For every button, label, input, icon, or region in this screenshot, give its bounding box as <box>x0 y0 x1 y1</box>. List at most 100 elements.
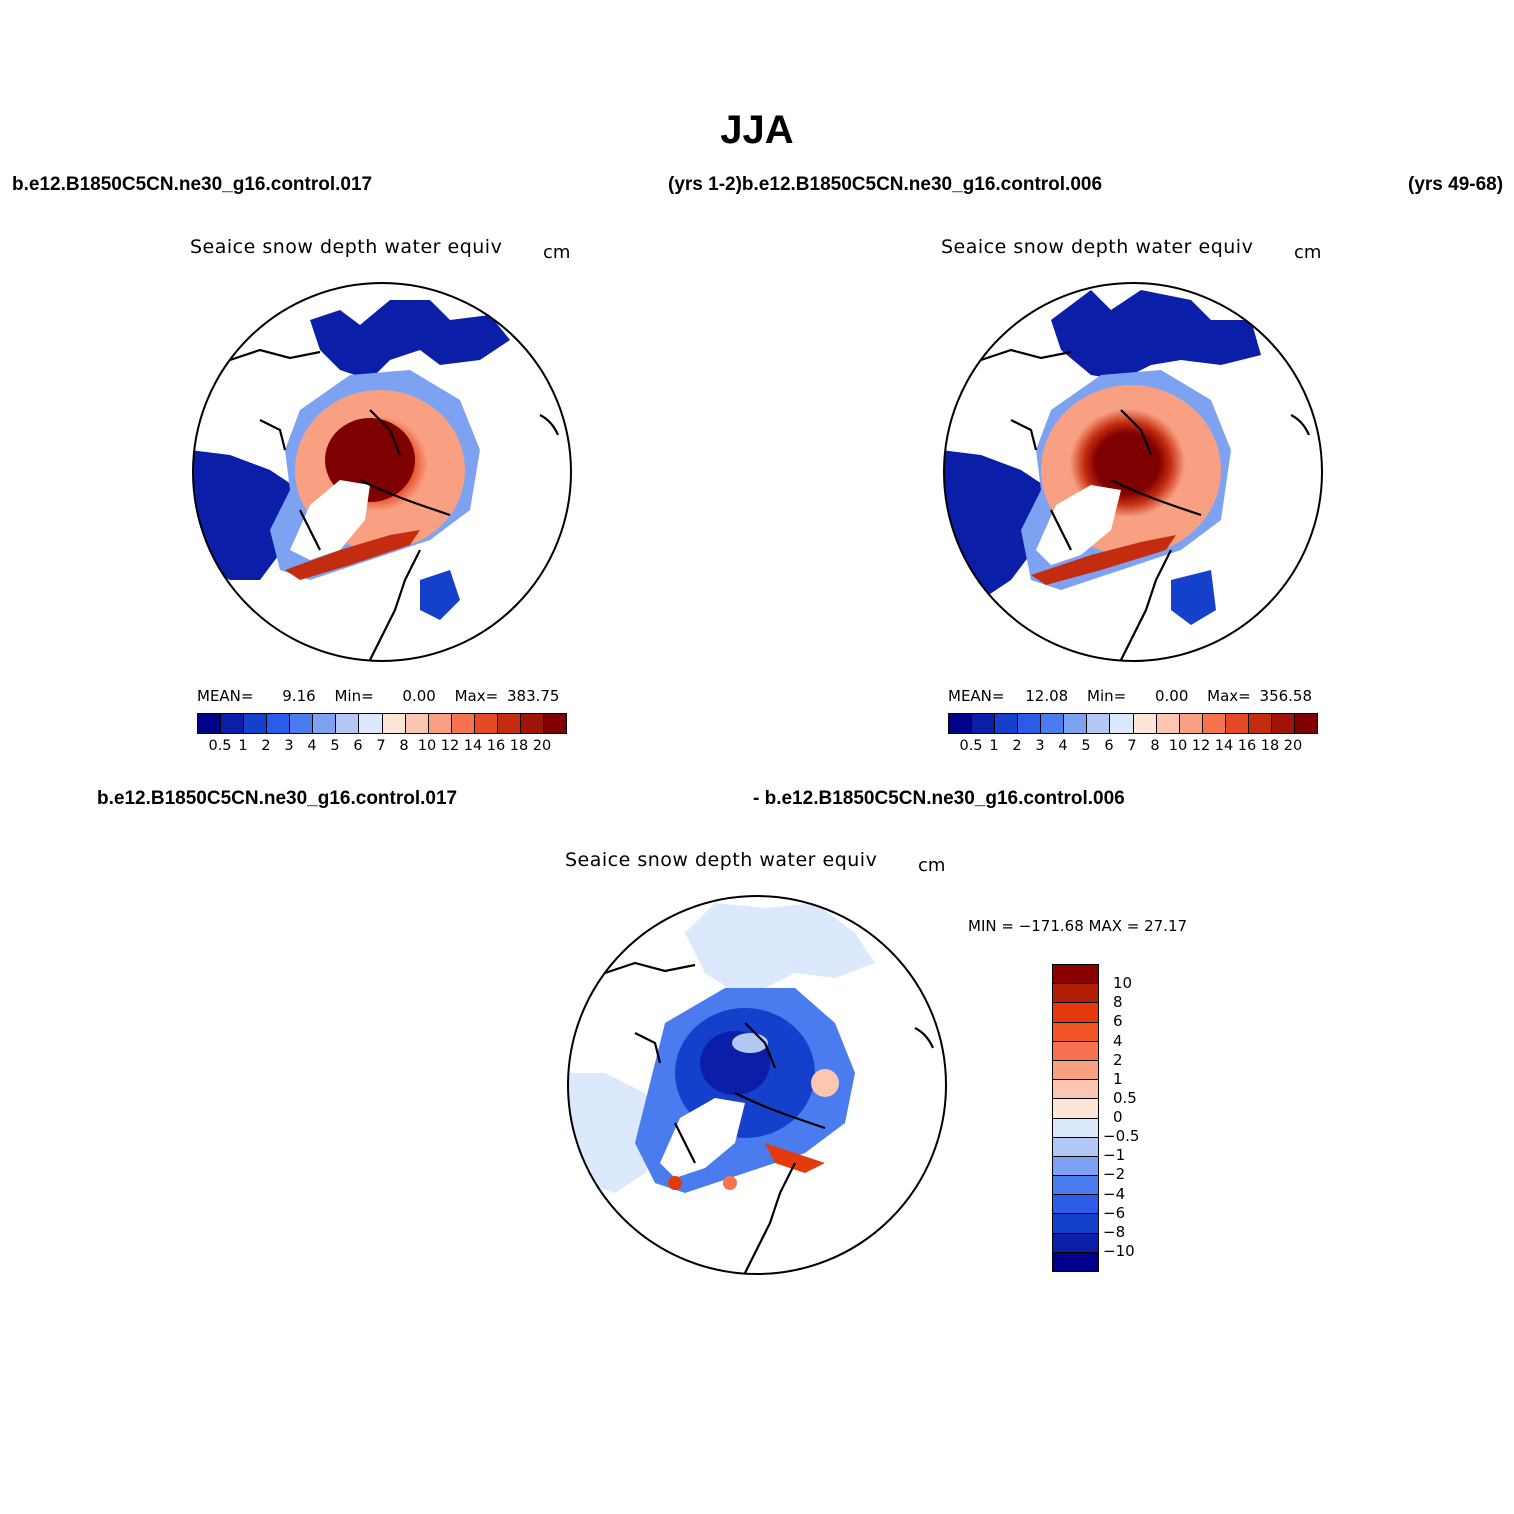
colorbar-swatch <box>497 714 521 733</box>
colorbar-tick-label: 0 <box>1113 1108 1123 1126</box>
panel2-min-label: Min= <box>1087 687 1127 705</box>
colorbar-tick-label: 2 <box>1113 1050 1123 1069</box>
panel1-max-label: Max= <box>454 687 499 705</box>
colorbar-swatch <box>1053 1195 1098 1215</box>
colorbar-swatch <box>474 714 498 733</box>
panel3-colorbar <box>1052 964 1099 1272</box>
colorbar-tick-label: 6 <box>1104 738 1114 754</box>
colorbar-swatch <box>1053 1060 1098 1081</box>
colorbar-tick-label: 10 <box>1113 974 1133 993</box>
panel2-mean-label: MEAN= <box>948 687 1005 705</box>
colorbar-swatch <box>359 714 383 733</box>
colorbar-tick-label: 8 <box>1113 993 1123 1012</box>
colorbar-swatch <box>290 714 314 733</box>
colorbar-swatch <box>1053 1156 1098 1177</box>
colorbar-swatch <box>1110 714 1134 733</box>
colorbar-swatch <box>543 714 566 733</box>
colorbar-swatch <box>1053 1041 1098 1061</box>
colorbar-tick-label: 14 <box>1214 738 1234 754</box>
colorbar-swatch <box>1133 714 1157 733</box>
colorbar-tick-label: 2 <box>261 738 271 754</box>
colorbar-swatch <box>1053 984 1098 1004</box>
colorbar-tick-label: 8 <box>1150 738 1160 754</box>
panel1-stats: MEAN= 9.16 Min= 0.00 Max= 383.75 <box>197 687 559 705</box>
colorbar-tick-label: 18 <box>509 738 529 754</box>
colorbar-swatch <box>1053 1176 1098 1196</box>
colorbar-swatch <box>1179 714 1203 733</box>
colorbar-tick-label: −1 <box>1103 1146 1126 1165</box>
colorbar-tick-label: −10 <box>1103 1241 1135 1260</box>
panel1-units: cm <box>543 242 571 263</box>
colorbar-swatch <box>1041 714 1065 733</box>
colorbar-tick-label: 10 <box>1168 738 1188 754</box>
main-title: JJA <box>720 108 794 152</box>
panel3-colorbar-ticks: 10 8 6 4 2 1 0.5 0 −0.5 −1 −2 −4 −6 −8 −10 <box>1103 964 1163 1270</box>
colorbar-swatch <box>1053 1233 1098 1253</box>
colorbar-swatch <box>382 714 406 733</box>
colorbar-swatch <box>972 714 996 733</box>
colorbar-swatch <box>1053 1003 1098 1023</box>
yrs2-label: (yrs 49-68) <box>1408 174 1504 195</box>
panel1-min-label: Min= <box>334 687 374 705</box>
panel2-map <box>943 282 1323 662</box>
colorbar-tick-label: 6 <box>1113 1012 1123 1031</box>
colorbar-tick-label: 5 <box>1081 738 1091 754</box>
colorbar-swatch <box>1271 714 1295 733</box>
colorbar-tick-label: 16 <box>1237 738 1257 754</box>
panel2-field <box>944 290 1261 625</box>
colorbar-swatch <box>1018 714 1042 733</box>
colorbar-tick-label: 4 <box>1113 1031 1123 1050</box>
panel2-colorbar <box>948 713 1318 734</box>
colorbar-swatch <box>244 714 268 733</box>
colorbar-swatch <box>995 714 1019 733</box>
panel1-field <box>193 300 510 620</box>
colorbar-swatch <box>428 714 452 733</box>
panel2-colorbar-ticks: 0.5 1 2 3 4 5 6 7 8 10 12 14 16 18 20 <box>948 738 1316 758</box>
colorbar-swatch <box>313 714 337 733</box>
panel3-map <box>567 895 947 1275</box>
colorbar-tick-label: 2 <box>1012 738 1022 754</box>
panel1-max: 383.75 <box>506 687 560 705</box>
colorbar-tick-label: 12 <box>1191 738 1211 754</box>
case2-label: (yrs 1-2)b.e12.B1850C5CN.ne30_g16.contro… <box>668 174 1103 195</box>
colorbar-tick-label: −0.5 <box>1103 1127 1140 1146</box>
colorbar-swatch <box>405 714 429 733</box>
colorbar-swatch <box>1064 714 1088 733</box>
panel1-title: Seaice snow depth water equiv <box>190 236 503 258</box>
panel3-title: Seaice snow depth water equiv <box>565 849 878 871</box>
colorbar-tick-label: 0.5 <box>1113 1088 1137 1107</box>
colorbar-tick-label: 0.5 <box>208 738 232 754</box>
colorbar-swatch <box>1225 714 1249 733</box>
panel2-max-label: Max= <box>1207 687 1251 705</box>
colorbar-swatch <box>1294 714 1317 733</box>
colorbar-swatch <box>1053 1118 1098 1138</box>
colorbar-tick-label: 3 <box>1035 738 1045 754</box>
panel1-mean: 9.16 <box>282 687 316 705</box>
colorbar-tick-label: 1 <box>989 738 999 754</box>
colorbar-swatch <box>949 714 973 733</box>
case1-label: b.e12.B1850C5CN.ne30_g16.control.017 <box>12 174 373 195</box>
panel1-map <box>192 282 572 662</box>
colorbar-tick-label: 6 <box>353 738 363 754</box>
colorbar-tick-label: −4 <box>1103 1184 1126 1203</box>
colorbar-swatch <box>1053 1252 1098 1271</box>
colorbar-swatch <box>1053 1099 1098 1119</box>
panel2-max: 356.58 <box>1259 687 1313 705</box>
panel1-coastlines <box>229 348 560 661</box>
diff-case1-label: b.e12.B1850C5CN.ne30_g16.control.017 <box>97 788 458 809</box>
colorbar-tick-label: 20 <box>1283 738 1303 754</box>
colorbar-swatch <box>1053 1137 1098 1157</box>
colorbar-tick-label: 1 <box>1113 1069 1123 1088</box>
colorbar-swatch <box>520 714 544 733</box>
colorbar-tick-label: 16 <box>486 738 506 754</box>
colorbar-tick-label: 8 <box>399 738 409 754</box>
colorbar-tick-label: 0.5 <box>959 738 983 754</box>
colorbar-tick-label: 4 <box>1058 738 1068 754</box>
panel3-minmax: MIN = −171.68 MAX = 27.17 <box>968 917 1188 935</box>
colorbar-swatch <box>1053 1022 1098 1042</box>
colorbar-tick-label: 14 <box>463 738 483 754</box>
colorbar-swatch <box>1053 1214 1098 1234</box>
colorbar-tick-label: 7 <box>376 738 386 754</box>
colorbar-tick-label: 3 <box>284 738 294 754</box>
colorbar-tick-label: 5 <box>330 738 340 754</box>
